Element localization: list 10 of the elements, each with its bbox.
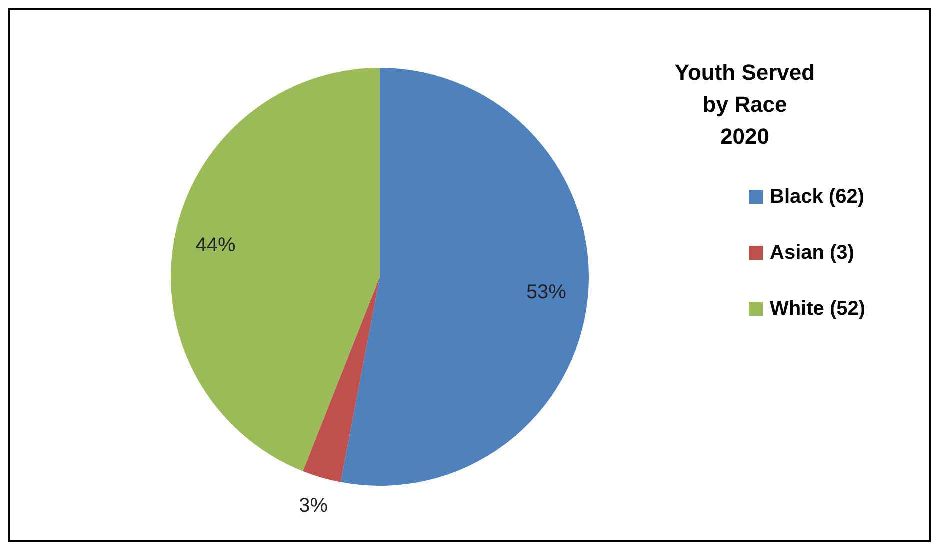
pie-slice (303, 277, 380, 482)
data-label: 53% (526, 282, 567, 304)
text: Youth Served by Race 2020 (674, 60, 816, 149)
pie-slice (340, 68, 589, 486)
legend-label: Black (62) (770, 186, 864, 208)
legend-label: White (52) (770, 298, 866, 320)
pie-slice (171, 68, 380, 472)
legend-label: Asian (3) (770, 242, 854, 264)
data-label: 44% (196, 234, 236, 257)
data-label: 3% (299, 494, 328, 517)
